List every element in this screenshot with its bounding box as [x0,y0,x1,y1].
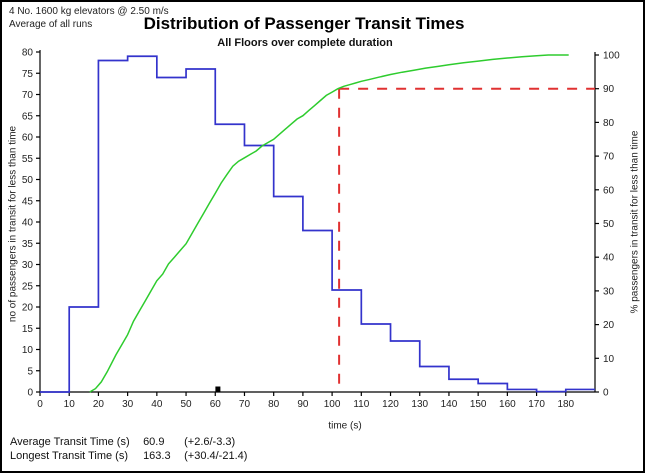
y-axis-label-left: no of passengers in transit for less tha… [7,125,19,323]
right-y-tick-label: 70 [603,152,615,163]
right-y-tick-label: 10 [603,354,615,365]
left-y-tick-label: 5 [27,366,33,377]
right-y-tick-label: 90 [603,84,615,95]
chart-title: Distribution of Passenger Transit Times [143,14,465,33]
config-line-2: Average of all runs [9,19,93,30]
chart-subtitle: All Floors over complete duration [217,37,393,49]
right-y-tick-label: 20 [603,320,615,331]
x-tick-label: 70 [239,399,251,410]
x-tick-label: 170 [528,399,545,410]
left-y-tick-label: 65 [22,111,34,122]
x-tick-label: 40 [151,399,163,410]
average-transit-time-range: (+2.6/-3.3) [184,436,236,448]
right-y-tick-label: 40 [603,253,615,264]
x-tick-label: 160 [499,399,516,410]
x-tick-label: 120 [382,399,399,410]
x-tick-label: 180 [557,399,574,410]
longest-transit-time-label: Longest Transit Time (s) [10,450,128,462]
left-y-tick-label: 30 [22,260,34,271]
left-y-tick-label: 70 [22,90,34,101]
x-tick-label: 130 [411,399,428,410]
average-transit-time-label: Average Transit Time (s) [10,436,130,448]
right-y-tick-label: 50 [603,219,615,230]
cumulative-series-line [89,54,569,393]
x-tick-label: 20 [93,399,105,410]
left-y-tick-label: 10 [22,345,34,356]
left-y-axis-ticks: 0 5 10 15 20 25 30 35 40 45 50 55 60 65 70 75 80 [22,48,40,399]
x-tick-label: 10 [64,399,76,410]
left-y-tick-label: 20 [22,303,34,314]
right-y-tick-label: 30 [603,286,615,297]
x-tick-label: 150 [470,399,487,410]
x-tick-label: 30 [122,399,134,410]
right-y-tick-label: 100 [603,51,620,62]
right-y-tick-label: 80 [603,118,615,129]
left-y-tick-label: 40 [22,218,34,229]
x-tick-label: 60 [210,399,222,410]
y-axis-label-right: % passengers in transit for less than ti… [629,130,641,314]
x-axis-ticks: 0 10 20 30 40 50 60 70 80 90 100 110 120 130 140 150 160… [37,392,575,410]
axes [39,50,596,393]
left-y-tick-label: 0 [27,388,33,399]
histogram-series-line [40,55,595,393]
left-y-tick-label: 45 [22,196,34,207]
x-tick-label: 80 [268,399,280,410]
longest-transit-time-value: 163.3 [143,450,171,462]
left-y-tick-label: 35 [22,239,34,250]
config-line-1: 4 No. 1600 kg elevators @ 2.50 m/s [9,6,169,17]
config-note: 4 No. 1600 kg elevators @ 2.50 m/s Avera… [9,5,169,31]
left-y-tick-label: 25 [22,281,34,292]
x-axis-label: time (s) [328,420,362,432]
x-tick-label: 110 [353,399,369,410]
right-y-tick-label: 60 [603,185,615,196]
average-time-marker [215,386,221,392]
x-tick-label: 50 [180,399,192,410]
left-y-tick-label: 55 [22,154,34,165]
left-y-tick-label: 50 [22,175,34,186]
transit-time-stats: Average Transit Time (s) 60.9 (+2.6/-3.3… [10,435,247,463]
average-transit-time-value: 60.9 [143,436,165,448]
left-y-tick-label: 15 [22,324,34,335]
right-y-tick-label: 0 [603,388,609,399]
x-tick-label: 90 [297,399,309,410]
right-y-axis-ticks: 0 10 20 30 40 50 60 70 80 90 100 [595,51,620,399]
left-y-tick-label: 80 [22,48,34,59]
x-tick-label: 0 [37,399,43,410]
x-tick-label: 140 [441,399,458,410]
left-y-tick-label: 75 [22,69,34,80]
longest-transit-time-row: Longest Transit Time (s) 163.3 (+30.4/-2… [10,449,247,463]
x-tick-label: 100 [324,399,341,410]
left-y-tick-label: 60 [22,133,34,144]
average-transit-time-row: Average Transit Time (s) 60.9 (+2.6/-3.3… [10,435,247,449]
longest-transit-time-range: (+30.4/-21.4) [184,450,248,462]
